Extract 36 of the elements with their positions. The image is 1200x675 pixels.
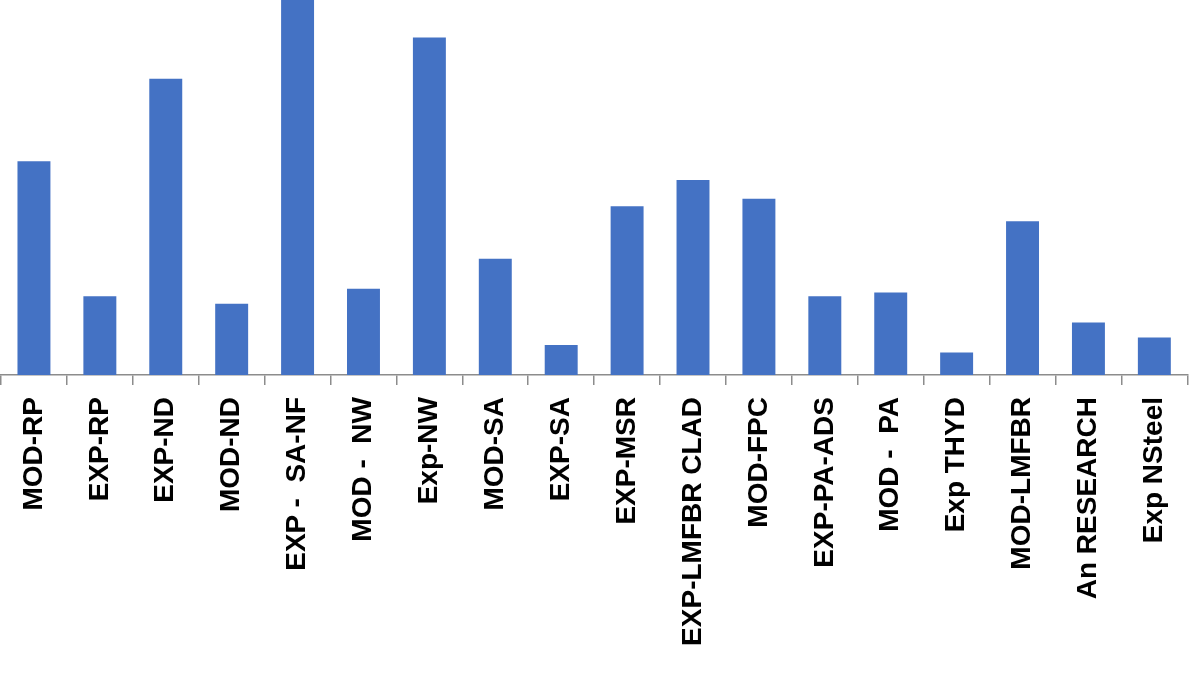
x-tick-label: MOD-FPC <box>741 397 773 528</box>
x-tick-label: EXP-RP <box>82 397 114 502</box>
bar <box>940 352 974 375</box>
bar <box>1071 322 1105 375</box>
bar <box>215 303 249 375</box>
bar <box>742 198 776 375</box>
bar <box>17 161 51 375</box>
x-tick-label: Exp NSteel <box>1137 397 1169 544</box>
bar <box>83 296 117 375</box>
x-tick-label: EXP-PA-ADS <box>807 397 839 568</box>
x-tick-label: EXP-SA <box>543 397 575 502</box>
bar <box>347 288 380 375</box>
bar <box>478 258 512 375</box>
bar <box>610 206 644 375</box>
bar <box>412 37 446 375</box>
x-tick-label: MOD - PA <box>873 397 905 532</box>
x-tick-label: An RESEARCH <box>1071 397 1103 600</box>
x-tick-label: MOD - NW <box>346 396 378 542</box>
x-tick-label: EXP - SA-NF <box>280 397 312 571</box>
x-tick-label: Exp THYD <box>939 397 971 533</box>
x-tick-label: Exp-NW <box>412 396 444 505</box>
bar <box>676 180 710 375</box>
bar <box>808 296 842 375</box>
x-tick-label: MOD-LMFBR <box>1005 397 1037 570</box>
x-tick-label: EXP-MSR <box>609 397 641 525</box>
x-tick-label: MOD-SA <box>478 397 510 511</box>
bar <box>1006 221 1040 375</box>
bar <box>1137 337 1171 375</box>
bar <box>544 345 578 375</box>
bar <box>149 78 183 375</box>
bar <box>874 292 908 375</box>
bar <box>281 0 315 375</box>
x-tick-label: MOD-ND <box>214 397 246 513</box>
x-tick-label: MOD-RP <box>16 397 48 511</box>
x-tick-label: EXP-ND <box>148 397 180 503</box>
x-tick-label: EXP-LMFBR CLAD <box>675 397 707 646</box>
